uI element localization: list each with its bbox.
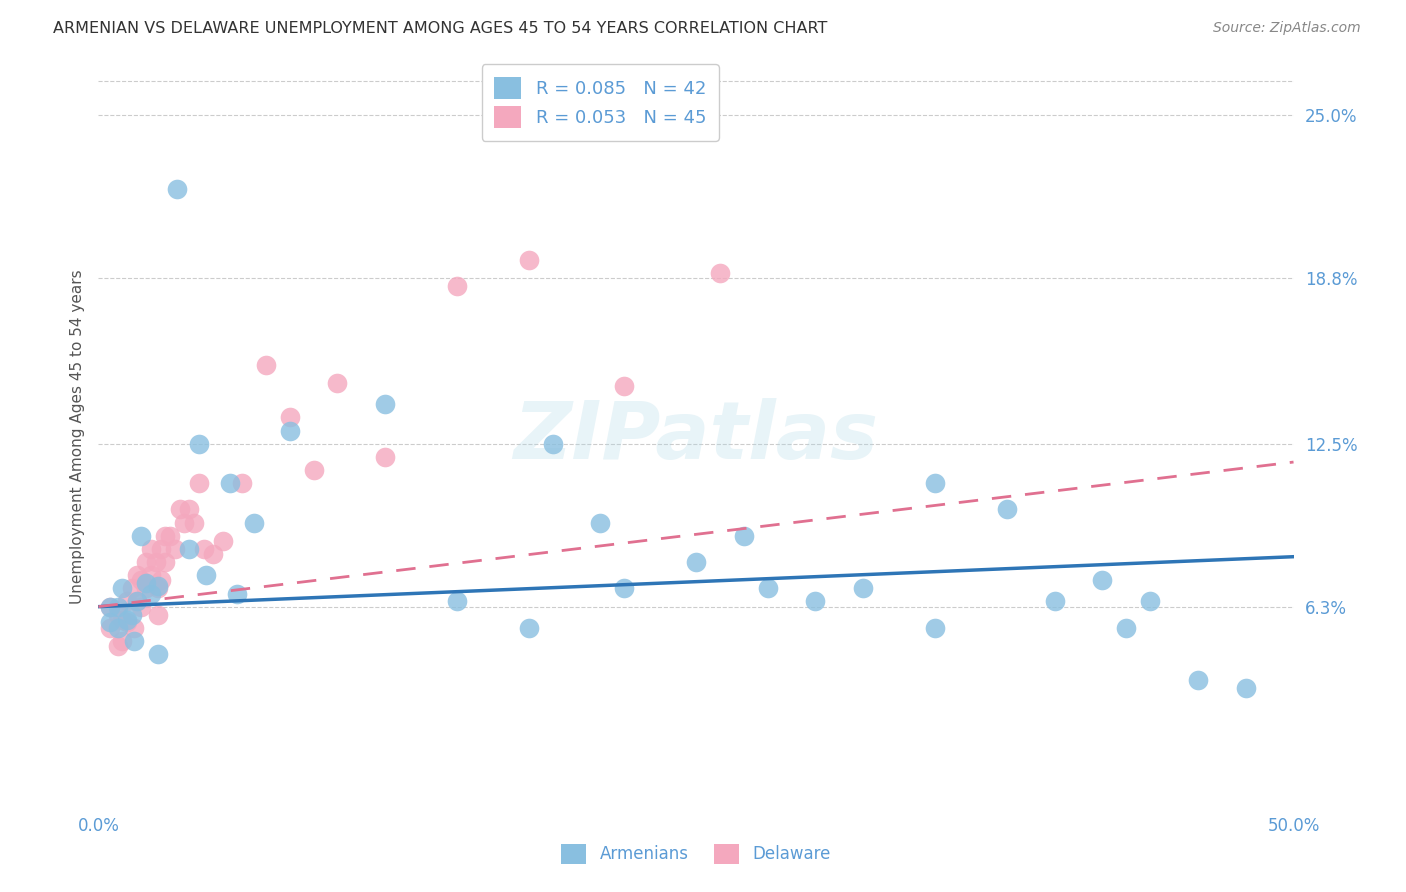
Point <box>183 516 205 530</box>
Point <box>733 529 755 543</box>
Point <box>589 516 612 530</box>
Point <box>1115 621 1137 635</box>
Point <box>173 516 195 530</box>
Point <box>374 450 396 464</box>
Point <box>155 555 177 569</box>
Point <box>124 633 146 648</box>
Point <box>1139 594 1161 608</box>
Point <box>98 615 122 630</box>
Point <box>115 613 138 627</box>
Point <box>125 568 148 582</box>
Point <box>302 463 325 477</box>
Point <box>1091 574 1114 588</box>
Point <box>135 576 157 591</box>
Point <box>924 476 946 491</box>
Point <box>211 533 233 548</box>
Point <box>98 599 122 614</box>
Point <box>111 613 134 627</box>
Point <box>163 541 186 556</box>
Point <box>107 607 129 622</box>
Point <box>202 547 225 561</box>
Point <box>231 476 253 491</box>
Point <box>179 541 201 556</box>
Point <box>613 379 636 393</box>
Legend: Armenians, Delaware: Armenians, Delaware <box>555 838 837 871</box>
Point <box>446 279 468 293</box>
Point <box>541 436 564 450</box>
Point <box>145 555 167 569</box>
Point <box>139 541 162 556</box>
Point <box>278 410 301 425</box>
Point <box>159 529 181 543</box>
Point <box>326 376 349 391</box>
Point <box>107 621 129 635</box>
Point <box>111 633 134 648</box>
Point <box>243 516 266 530</box>
Point <box>446 594 468 608</box>
Point <box>517 621 540 635</box>
Point <box>107 639 129 653</box>
Point <box>131 529 153 543</box>
Point <box>195 568 218 582</box>
Point <box>115 594 138 608</box>
Point <box>125 594 148 608</box>
Point <box>155 529 177 543</box>
Point <box>613 581 636 595</box>
Point <box>1234 681 1257 695</box>
Point <box>1043 594 1066 608</box>
Point <box>121 581 143 595</box>
Point <box>121 607 143 622</box>
Text: Source: ZipAtlas.com: Source: ZipAtlas.com <box>1213 21 1361 36</box>
Point <box>254 358 277 372</box>
Point <box>852 581 875 595</box>
Point <box>98 599 122 614</box>
Point <box>148 607 170 622</box>
Point <box>149 541 172 556</box>
Point <box>187 436 209 450</box>
Point <box>148 579 170 593</box>
Point <box>374 397 396 411</box>
Point <box>139 568 162 582</box>
Point <box>139 586 162 600</box>
Point <box>709 266 731 280</box>
Point <box>278 424 301 438</box>
Point <box>131 599 153 614</box>
Point <box>125 594 148 608</box>
Text: ZIPatlas: ZIPatlas <box>513 398 879 476</box>
Text: ARMENIAN VS DELAWARE UNEMPLOYMENT AMONG AGES 45 TO 54 YEARS CORRELATION CHART: ARMENIAN VS DELAWARE UNEMPLOYMENT AMONG … <box>53 21 828 37</box>
Point <box>219 476 242 491</box>
Point <box>111 581 134 595</box>
Point <box>187 476 209 491</box>
Point <box>804 594 827 608</box>
Point <box>124 621 146 635</box>
Point <box>226 586 249 600</box>
Point <box>115 615 138 630</box>
Point <box>756 581 779 595</box>
Point <box>685 555 707 569</box>
Point <box>107 599 129 614</box>
Point <box>149 574 172 588</box>
Point <box>148 647 170 661</box>
Point <box>148 581 170 595</box>
Point <box>179 502 201 516</box>
Point <box>517 252 540 267</box>
Point <box>98 621 122 635</box>
Point <box>135 581 157 595</box>
Point <box>166 181 188 195</box>
Y-axis label: Unemployment Among Ages 45 to 54 years: Unemployment Among Ages 45 to 54 years <box>69 269 84 605</box>
Point <box>135 555 157 569</box>
Point <box>193 541 215 556</box>
Point <box>995 502 1018 516</box>
Point <box>924 621 946 635</box>
Point <box>1187 673 1209 688</box>
Point <box>169 502 191 516</box>
Point <box>131 574 153 588</box>
